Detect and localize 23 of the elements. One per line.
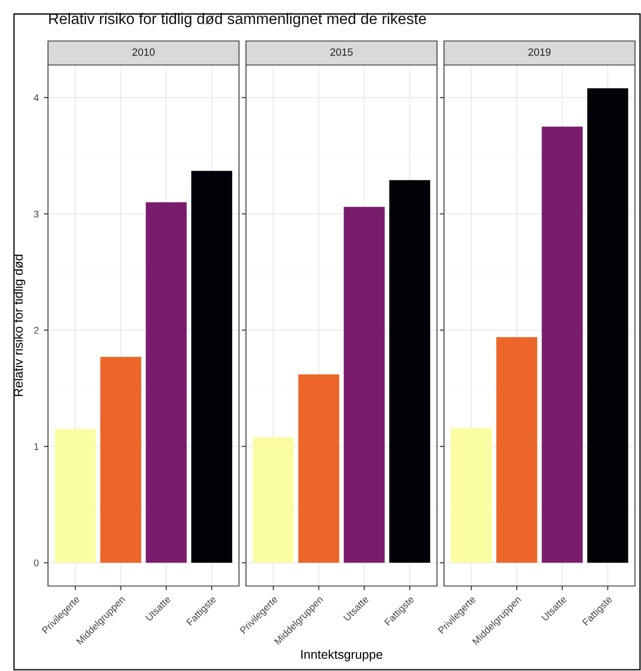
y-tick-label: 0 (34, 559, 39, 566)
y-tick-label: 4 (34, 94, 39, 102)
bar (298, 374, 340, 563)
bar (54, 429, 96, 563)
y-tick-label: 2 (34, 326, 38, 334)
bar (496, 337, 538, 563)
chart-title: 2019 (528, 48, 551, 56)
chart-title: 2015 (330, 48, 353, 56)
bar (542, 126, 583, 563)
y-axis-title: Relativ risiko for tidlig død (14, 254, 26, 396)
chart-title: 2010 (132, 48, 155, 56)
y-tick-label: 1 (34, 443, 38, 450)
x-axis-title: Inntektsgruppe (301, 650, 382, 662)
bar (100, 356, 142, 563)
bar (450, 428, 492, 563)
bar (389, 180, 430, 563)
text: Relativ risiko for tidlig død sammenlignet med de rikeste (49, 12, 426, 28)
bar (587, 88, 628, 563)
bar (191, 170, 232, 563)
y-tick-label: 3 (34, 210, 39, 218)
bar (344, 206, 385, 563)
bar (252, 437, 294, 563)
bar (146, 202, 187, 563)
